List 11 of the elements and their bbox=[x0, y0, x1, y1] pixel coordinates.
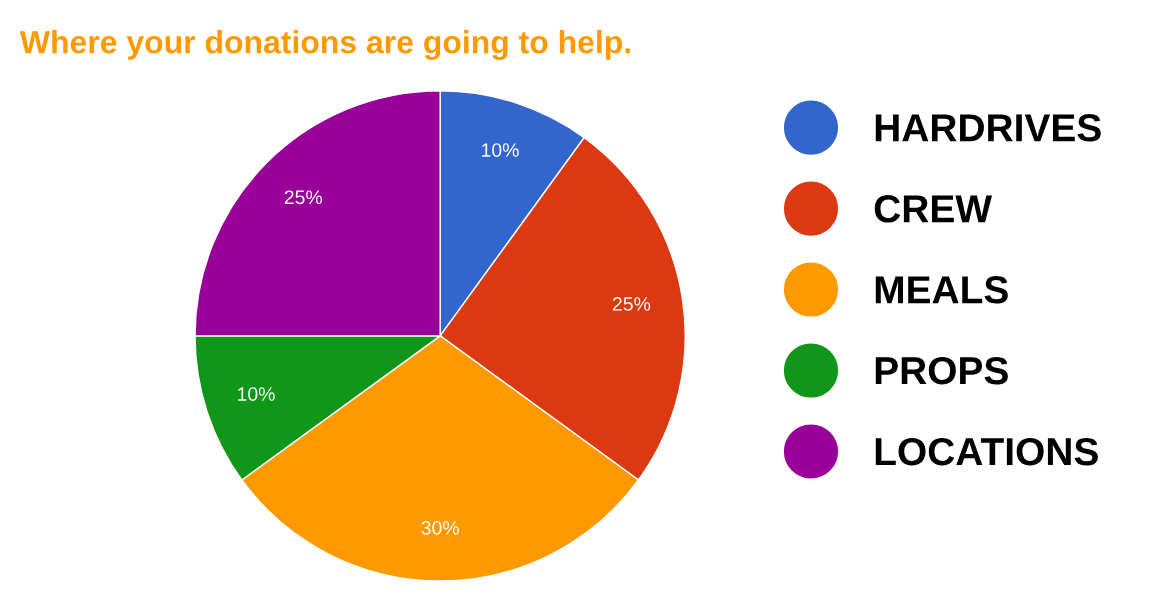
data-label: 10% bbox=[482, 143, 519, 157]
data-label: 30% bbox=[421, 520, 459, 535]
data-label: 25% bbox=[612, 297, 651, 311]
legend-label: CREW bbox=[874, 195, 992, 223]
data-label: 25% bbox=[284, 190, 323, 205]
legend-label: MEALS bbox=[875, 275, 1008, 304]
legend-label: PROPS bbox=[875, 356, 1008, 385]
chart-title: Where your donations are going to help. bbox=[19, 30, 630, 60]
legend-label: HARDRIVES bbox=[875, 114, 1101, 142]
data-label: 10% bbox=[238, 387, 275, 401]
legend-label: LOCATIONS bbox=[875, 437, 1098, 466]
